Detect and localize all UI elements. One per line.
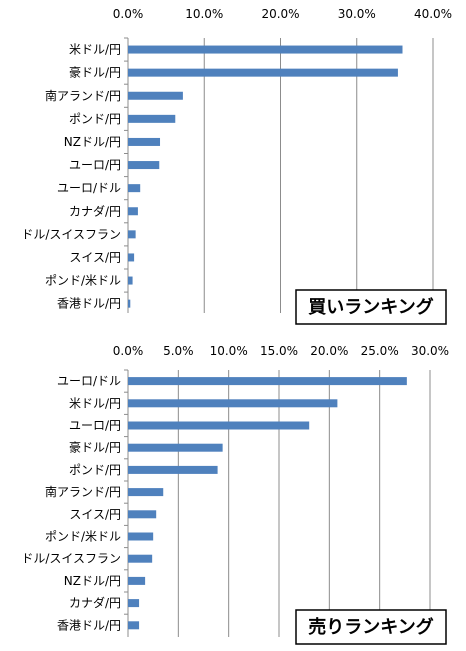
bar [128,465,218,474]
category-label: ポンド/米ドル [45,274,121,288]
buy-ranking-label: 買いランキング [308,296,433,318]
category-label: 香港ドル/円 [57,297,121,311]
category-label: 米ドル/円 [69,43,121,57]
buy-ranking-chart: 0.0% 10.0% 20.0% 30.0% 40.0% 米ドル/円豪ドル/円南アランド/… [21,7,452,325]
category-label: ポンド/円 [69,112,121,126]
bar [128,45,403,54]
category-label: 南アランド/円 [45,484,121,499]
buy-ranking-label-box [295,289,447,325]
x-tick-label: 10.0% [185,7,223,21]
bar [128,421,310,430]
bar [128,137,161,146]
bar [128,68,398,77]
bar [128,184,141,193]
category-label: ユーロ/ドル [57,374,121,388]
category-label: 豪ドル/円 [69,440,121,455]
sell-ranking-label: 売りランキング [308,616,433,638]
x-tick-label: 10.0% [210,344,248,358]
x-tick-label: 30.0% [338,7,376,21]
x-tick-label: 20.0% [310,344,348,358]
bar [128,576,146,585]
bar [128,299,131,308]
x-tick-label: 15.0% [260,344,298,358]
bar [128,207,138,216]
x-tick-label: 25.0% [361,344,399,358]
bar [128,621,140,630]
category-label: 南アランド/円 [45,88,121,103]
bar [128,443,223,452]
category-label: 米ドル/円 [69,396,121,410]
x-tick-label: 0.0% [113,344,144,358]
category-label: ユーロ/ドル [57,181,121,195]
sell-ranking-label-box [295,609,447,645]
category-label: ドル/スイスフラン [21,227,121,241]
bar [128,276,133,285]
bar [128,377,407,386]
x-tick-label: 40.0% [414,7,452,21]
category-label: ポンド/米ドル [45,530,121,544]
sell-ranking-chart: 0.0% 5.0% 10.0% 15.0% 20.0% 25.0% 30.0% ユーロ/ドル米… [21,344,449,645]
bar [128,554,153,563]
category-label: NZドル/円 [64,574,121,588]
category-label: ユーロ/円 [69,419,121,433]
bar [128,161,160,170]
category-label: ユーロ/円 [69,158,121,172]
bar [128,488,164,497]
bar [128,230,136,239]
category-label: 香港ドル/円 [57,618,121,632]
bar [128,599,140,608]
x-tick-label: 5.0% [163,344,194,358]
x-tick-label: 0.0% [113,7,144,21]
bar [128,510,157,519]
category-label: 豪ドル/円 [69,65,121,80]
category-label: カナダ/円 [69,595,121,610]
bar [128,253,135,262]
x-tick-label: 20.0% [261,7,299,21]
category-label: スイス/円 [69,250,121,264]
category-label: NZドル/円 [64,135,121,149]
category-label: スイス/円 [69,507,121,521]
bar [128,91,183,100]
category-label: カナダ/円 [69,203,121,218]
bar [128,399,338,408]
category-label: ポンド/円 [69,463,121,477]
bar [128,114,176,123]
x-tick-label: 30.0% [411,344,449,358]
category-label: ドル/スイスフラン [21,552,121,566]
bar [128,532,154,541]
